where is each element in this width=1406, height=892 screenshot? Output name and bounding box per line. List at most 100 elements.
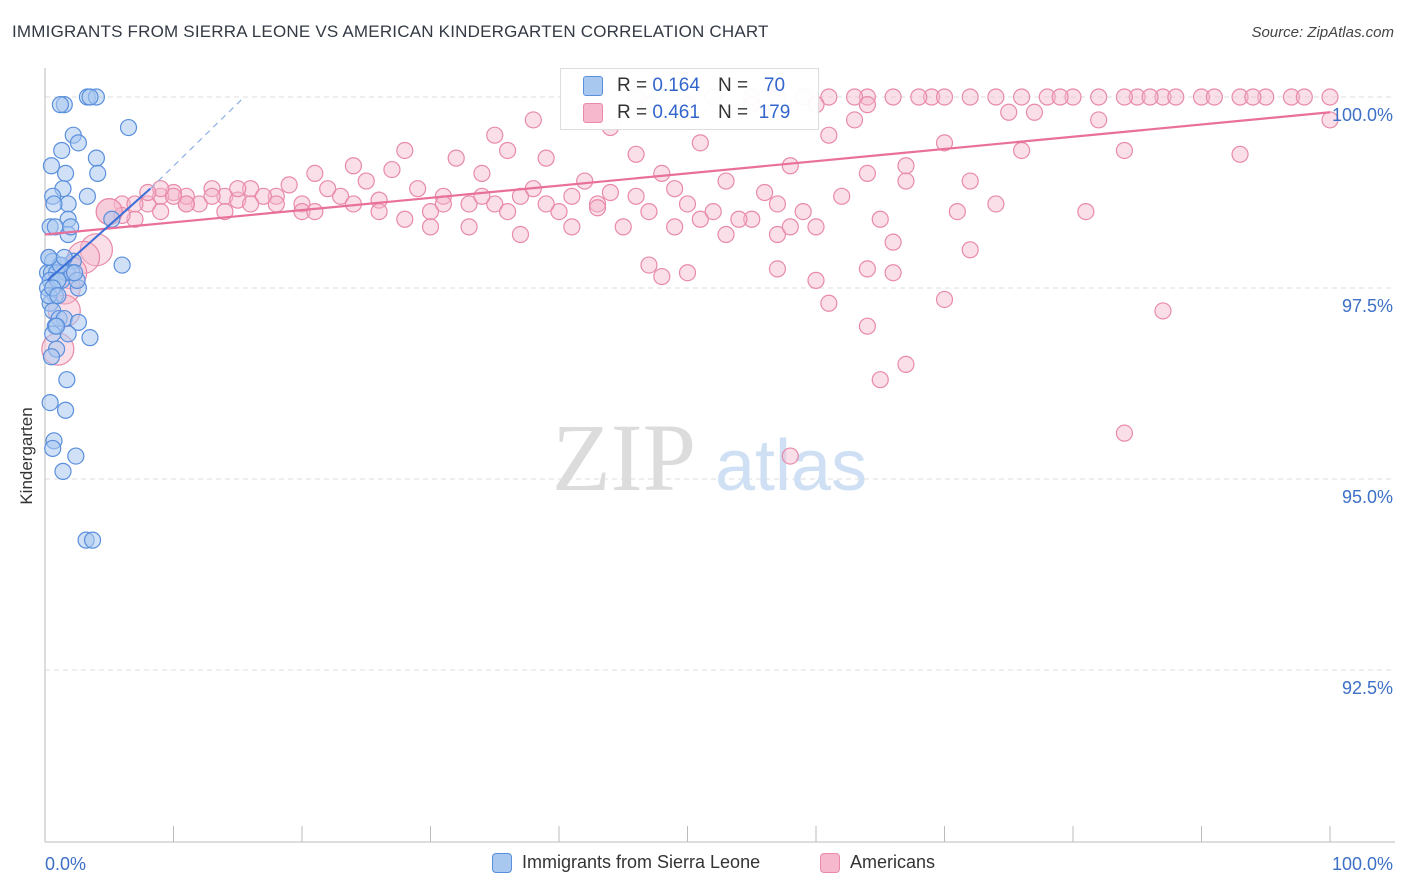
americans-point xyxy=(177,195,195,213)
y-tick-label: 92.5% xyxy=(1342,678,1393,698)
chart-title: IMMIGRANTS FROM SIERRA LEONE VS AMERICAN… xyxy=(12,22,769,41)
americans-point xyxy=(152,180,170,198)
sierra-leone-point xyxy=(49,287,67,305)
americans-point xyxy=(1064,88,1082,106)
n-label: N = xyxy=(717,75,749,96)
americans-point xyxy=(1282,88,1301,106)
americans-point xyxy=(499,203,517,221)
americans-point xyxy=(948,203,966,221)
americans-point xyxy=(447,149,465,167)
americans-point xyxy=(1231,88,1249,106)
sierra-leone-point xyxy=(54,462,72,480)
sierra-leone-point xyxy=(47,317,66,335)
americans-point xyxy=(563,218,581,236)
legend-item-americans[interactable]: Americans xyxy=(820,852,935,873)
sierra-leone-point xyxy=(113,256,131,274)
y-tick-label: 95.0% xyxy=(1342,487,1393,507)
watermark: ZIP atlas xyxy=(552,404,867,511)
sierra-leone-point xyxy=(44,439,62,458)
americans-point xyxy=(383,160,401,179)
americans-point xyxy=(242,195,260,213)
americans-point xyxy=(678,195,697,213)
sierra-leone-point xyxy=(53,141,71,160)
americans-point xyxy=(473,164,491,182)
americans-point xyxy=(1244,88,1262,106)
americans-point xyxy=(768,260,787,278)
americans-point xyxy=(537,149,555,167)
americans-point xyxy=(935,290,954,309)
gridlines xyxy=(45,96,1395,671)
americans-point xyxy=(409,180,427,198)
x-tick-label: 0.0% xyxy=(45,854,86,874)
americans-point xyxy=(1154,302,1172,320)
americans-point xyxy=(845,111,864,129)
americans-point xyxy=(858,260,877,278)
americans-point xyxy=(781,218,799,236)
x-tick-label: 100.0% xyxy=(1332,854,1393,874)
sierra-leone-point xyxy=(42,348,61,366)
americans-point xyxy=(1051,88,1069,106)
americans-point xyxy=(306,164,324,182)
americans-point xyxy=(833,187,851,205)
americans-point xyxy=(396,141,414,160)
r-label: R = xyxy=(617,102,648,123)
americans-point xyxy=(421,203,440,221)
americans-point xyxy=(743,210,761,228)
americans-point xyxy=(961,88,979,106)
americans-point xyxy=(666,180,684,198)
americans-point xyxy=(1167,88,1185,106)
americans-point xyxy=(717,225,735,244)
americans-point xyxy=(858,317,877,335)
americans-point xyxy=(254,187,273,205)
sierra-leone-point xyxy=(41,394,59,412)
americans-point xyxy=(203,187,221,205)
americans-point xyxy=(897,172,915,190)
americans-point xyxy=(923,88,941,106)
americans-point xyxy=(666,218,684,236)
sierra-leone-point xyxy=(69,313,88,331)
stats-legend: R = 0.164 N = 70 R = 0.461 N = 179 xyxy=(560,68,819,130)
n-label: N = xyxy=(717,102,749,123)
americans-point xyxy=(755,183,774,202)
americans-point xyxy=(627,187,645,205)
americans-point xyxy=(935,134,954,152)
americans-point xyxy=(1077,203,1095,221)
americans-point xyxy=(576,172,594,190)
americans-point xyxy=(884,88,902,106)
series-legend: Immigrants from Sierra Leone Americans xyxy=(0,852,1406,876)
americans-point xyxy=(820,126,838,144)
legend-label: Americans xyxy=(850,852,936,872)
americans-point xyxy=(768,225,787,244)
americans-point xyxy=(1231,145,1249,163)
sierra-leone-point xyxy=(56,401,75,419)
sierra-leone-trend-extension xyxy=(149,96,245,190)
sierra-leone-points xyxy=(38,88,138,549)
americans-point xyxy=(524,111,542,129)
americans-point xyxy=(897,157,915,175)
americans-point xyxy=(627,145,645,163)
y-tick-label: 100.0% xyxy=(1332,105,1393,125)
chart-source: Source: ZipAtlas.com xyxy=(1251,24,1394,41)
americans-point xyxy=(807,218,825,236)
sierra-leone-point xyxy=(65,264,84,282)
americans-point xyxy=(884,264,902,282)
americans-point xyxy=(1115,88,1134,106)
n-value: 70 xyxy=(763,75,786,96)
americans-point xyxy=(190,195,208,213)
americans-point xyxy=(563,187,581,205)
americans-point xyxy=(511,225,530,244)
legend-item-sierra-leone[interactable]: Immigrants from Sierra Leone xyxy=(492,852,760,873)
sierra-leone-point xyxy=(78,187,97,205)
americans-point xyxy=(987,195,1005,213)
sierra-leone-point xyxy=(67,447,85,465)
americans-point xyxy=(499,141,517,160)
americans-point xyxy=(370,203,388,221)
americans-point xyxy=(550,203,568,221)
stats-row-americans: R = 0.461 N = 179 xyxy=(583,102,790,124)
americans-point xyxy=(653,164,671,182)
americans-point xyxy=(460,218,478,236)
trend-lines xyxy=(44,96,1331,282)
americans-point xyxy=(1090,111,1108,129)
americans-point xyxy=(961,241,979,259)
americans-point xyxy=(434,195,452,213)
